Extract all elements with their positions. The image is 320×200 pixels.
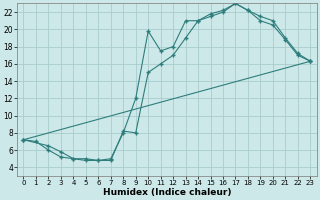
X-axis label: Humidex (Indice chaleur): Humidex (Indice chaleur) — [103, 188, 231, 197]
